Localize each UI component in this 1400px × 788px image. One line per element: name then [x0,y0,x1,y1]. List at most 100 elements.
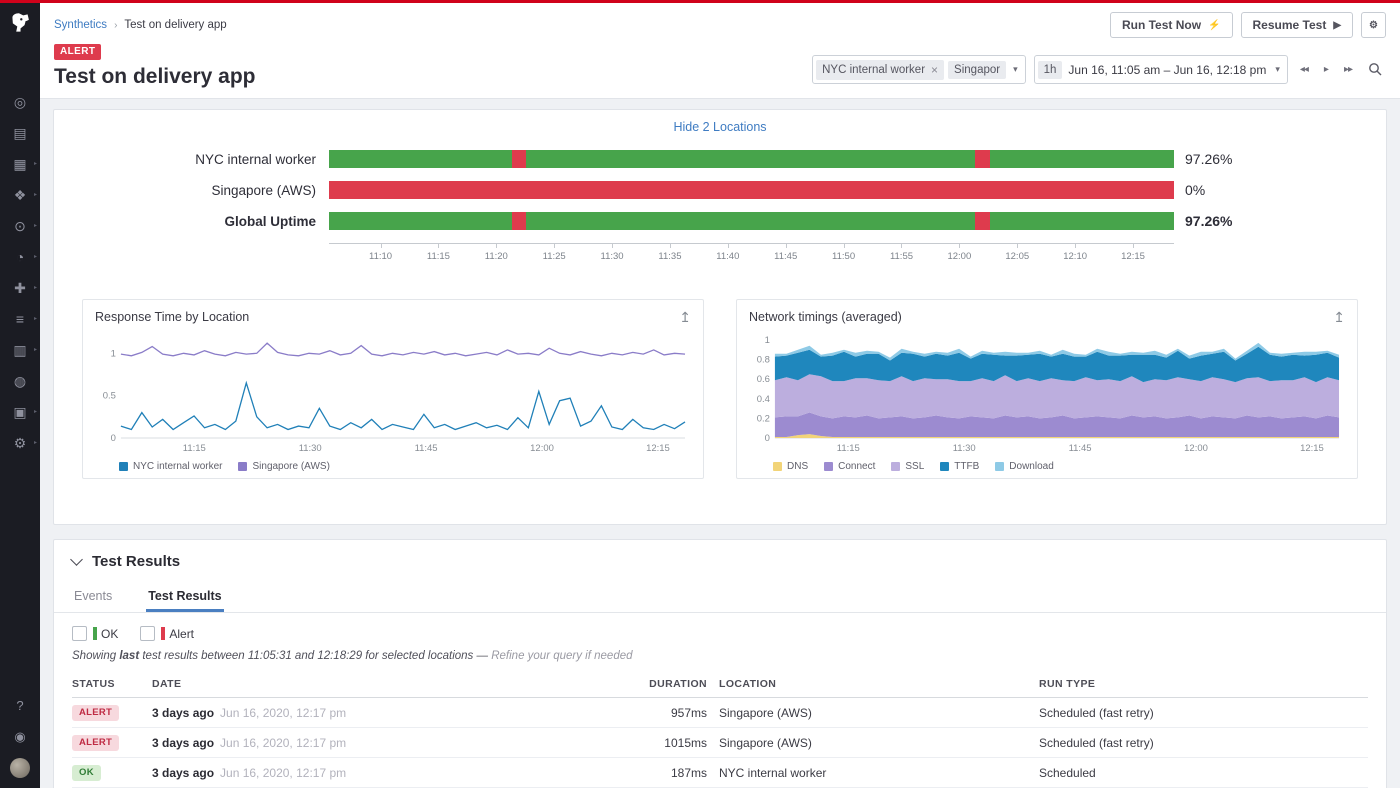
sidebar-bottom: ? ◉ [0,696,40,778]
svg-text:1: 1 [111,348,116,359]
response-time-line-chart[interactable]: 0 0.5 1 11:15 11:30 11:45 12:00 12:15 [95,328,691,460]
date-cell: 3 days ago Jun 16, 2020, 12:17 pm [152,757,602,788]
sidebar-item-apm[interactable]: ≡ ▸ [0,310,40,328]
axis-tick-label: 12:15 [1121,251,1145,263]
breadcrumb-synthetics-link[interactable]: Synthetics [54,19,108,31]
svg-text:0.5: 0.5 [103,391,116,402]
ok-checkbox[interactable] [72,626,87,642]
filter-chip-singapore: Singapor [948,60,1007,79]
uptime-segment-red [975,212,990,231]
uptime-row: Global Uptime 97.26% [54,212,1386,231]
axis-tick-label: 11:30 [600,251,624,263]
time-range-picker[interactable]: 1h Jun 16, 11:05 am – Jun 16, 12:18 pm ▾ [1033,55,1288,85]
export-icon[interactable]: ↥ [679,309,691,326]
datadog-logo[interactable] [6,9,34,37]
chart-title: Response Time by Location [95,310,250,325]
alert-checkbox[interactable] [140,626,156,642]
table-row[interactable]: ALERT 3 days ago Jun 16, 2020, 12:17 pm 957… [72,697,1368,729]
rewind-button[interactable]: ◂◂ [1296,62,1312,77]
filter-chip-nyc: NYC internal worker × [816,59,945,80]
sidebar-item-metrics[interactable]: ◔ ▸ [0,248,40,266]
table-row[interactable]: ALERT 3 days ago Jun 16, 2020, 12:17 pm 101… [72,727,1368,759]
legend-item[interactable]: Singapore (AWS) [238,461,330,472]
axis-tick [438,244,440,249]
legend-item[interactable]: SSL [891,461,924,472]
location-cell: Singapore (AWS) [707,697,1027,729]
uptime-row-label: Global Uptime [224,213,316,229]
play-icon: ▶ [1333,19,1342,31]
results-table-header: STATUS DATE DURATION LOCATION RUN TYPE [72,672,1368,699]
sidebar-item-dashboards[interactable]: ▦ ▸ [0,155,40,173]
summary-rest: test results between 11:05:31 and 12:18:… [142,650,474,663]
org-users-icon: ◉ [14,728,26,744]
sidebar-item-infrastructure[interactable]: ❖ ▸ [0,186,40,204]
legend-item[interactable]: TTFB [940,461,979,472]
axis-tick [959,244,961,249]
breadcrumb-current: Test on delivery app [124,19,227,31]
sidebar-item-monitors[interactable]: ⊙ ▸ [0,217,40,235]
sidebar-item-events[interactable]: ▤ [0,124,40,142]
response-time-chart-card: Response Time by Location ↥ 0 0.5 1 11:15 11… [82,299,704,480]
relative-date: 3 days ago [152,735,215,750]
sidebar-item-synthetics[interactable]: ◍ [0,372,40,390]
legend-item[interactable]: DNS [773,461,808,472]
axis-tick [1133,244,1135,249]
network-timings-area-chart[interactable]: 0 0.2 0.4 0.6 0.8 1 11:15 11:30 11:45 12:00 12:15 [749,328,1345,460]
tab-test-results[interactable]: Test Results [146,581,223,612]
table-row[interactable]: OK 3 days ago Jun 16, 2020, 12:17 pm 187ms N… [72,757,1368,788]
location-cell: Singapore (AWS) [707,727,1027,759]
hide-locations-link[interactable]: Hide 2 Locations [673,120,767,135]
legend-item[interactable]: NYC internal worker [119,461,222,472]
zoom-search-button[interactable] [1364,58,1386,81]
legend-item[interactable]: Download [995,461,1054,472]
sidebar-item-integrations[interactable]: ✚ ▸ [0,279,40,297]
user-avatar[interactable] [10,758,30,778]
submenu-caret-icon: ▸ [33,192,37,198]
notebooks-icon: ▥ [13,342,27,358]
axis-tick-label: 11:50 [832,251,856,263]
ok-color-bar [93,627,97,641]
sidebar-item-settings[interactable]: ⚙ ▸ [0,434,40,452]
status-filters: OK Alert [54,613,1386,650]
axis-tick [727,244,729,249]
sidebar-item-org-users[interactable]: ◉ [0,727,40,745]
fast-forward-button[interactable]: ▸▸ [1340,62,1356,77]
filter-ok[interactable]: OK [72,626,118,642]
export-icon[interactable]: ↥ [1333,309,1345,326]
sidebar-item-help[interactable]: ? [0,696,40,714]
submenu-caret-icon: ▸ [33,347,37,353]
resume-test-button[interactable]: Resume Test ▶ [1240,12,1354,38]
run-test-now-button[interactable]: Run Test Now ⚡ [1109,12,1233,38]
filter-alert[interactable]: Alert [140,626,194,642]
legend-label: NYC internal worker [133,461,223,473]
uptime-segment-green [989,150,1174,169]
submenu-caret-icon: ▸ [33,440,37,446]
page-title: Test on delivery app [54,65,256,88]
sidebar-item-watchdog[interactable]: ◎ [0,93,40,111]
legend-swatch [119,462,128,472]
uptime-bar[interactable] [329,150,1174,169]
uptime-axis: 11:10 11:15 11:20 11:25 11:30 11:35 11:40 11:45… [329,243,1174,269]
relative-date: 3 days ago [152,765,215,780]
legend-item[interactable]: Connect [824,461,875,472]
uptime-row-label: Singapore (AWS) [211,182,316,198]
chart-legend: DNS Connect SSL TTFB Download [749,461,1345,472]
watchdog-icon: ◎ [13,94,27,110]
uptime-bar[interactable] [329,181,1174,200]
play-live-button[interactable]: ▸ [1320,62,1332,77]
settings-icon: ⚙ [13,435,27,451]
axis-tick [496,244,498,249]
legend-swatch [773,462,782,472]
submenu-caret-icon: ▸ [33,223,37,229]
sidebar-item-security[interactable]: ▣ ▸ [0,403,40,421]
remove-tag-icon[interactable]: × [931,62,939,77]
test-settings-button[interactable]: ⚙ [1361,12,1386,38]
svg-text:12:15: 12:15 [1300,443,1324,454]
axis-tick [380,244,382,249]
test-results-section-header[interactable]: Test Results [54,540,1386,581]
location-filter-select[interactable]: NYC internal worker × Singapor ▾ [812,55,1026,85]
relative-date: 3 days ago [152,705,215,720]
uptime-bar[interactable] [329,212,1174,231]
tab-events[interactable]: Events [74,589,113,604]
sidebar-item-notebooks[interactable]: ▥ ▸ [0,341,40,359]
